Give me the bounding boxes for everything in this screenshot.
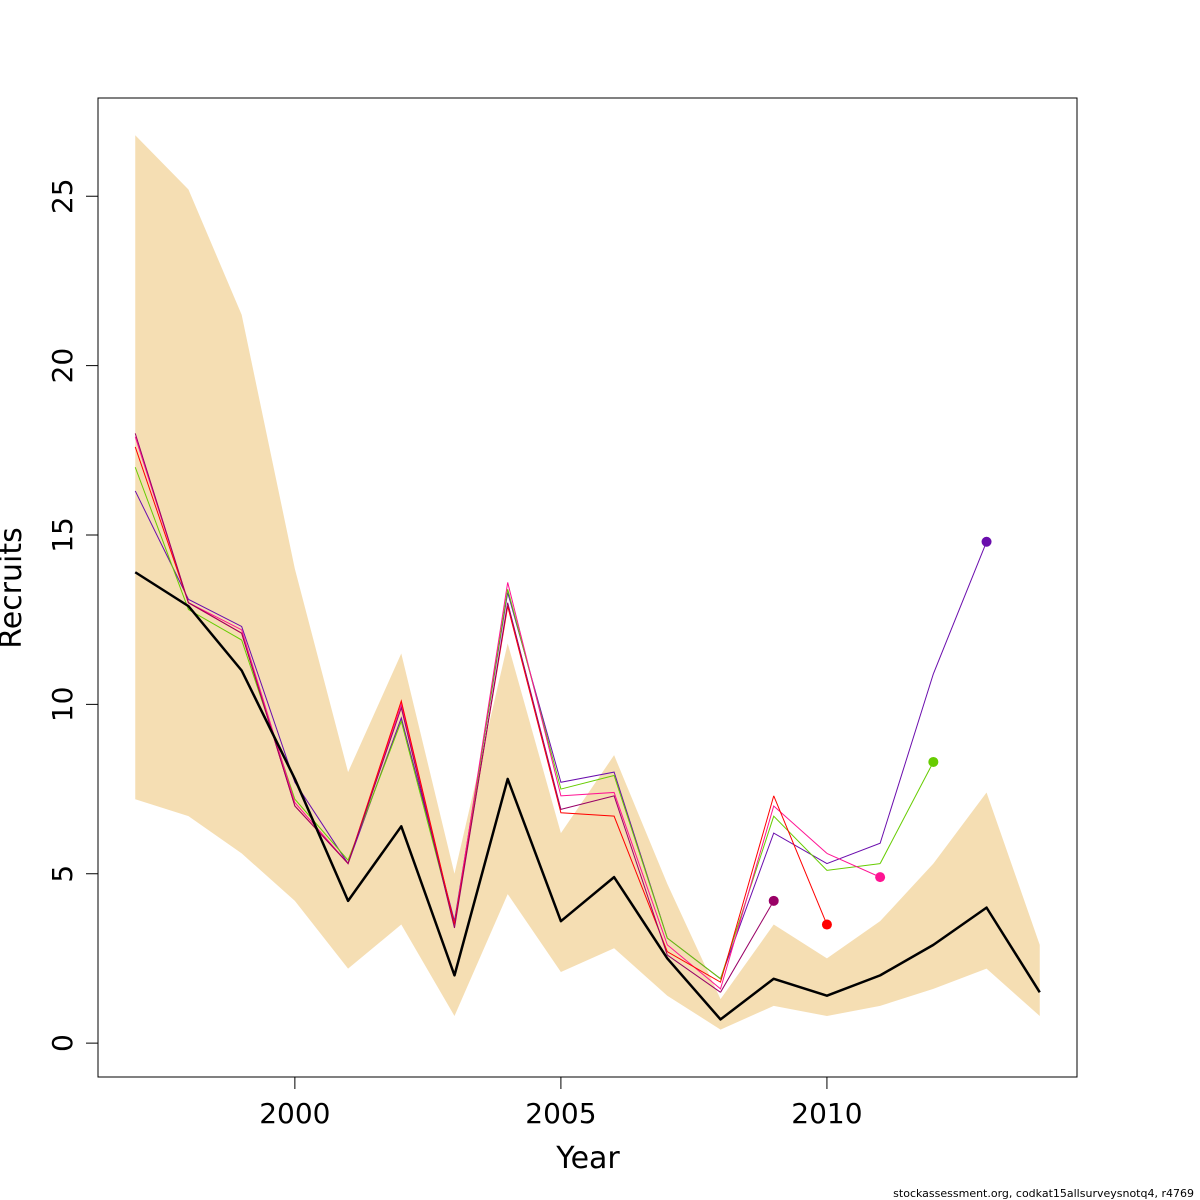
x-tick-label: 2010 bbox=[791, 1097, 862, 1130]
retro-series-layer bbox=[134, 433, 988, 993]
retro-series-endpoint-5 bbox=[768, 895, 779, 906]
y-tick-label: 20 bbox=[46, 348, 79, 384]
retro-series-line-3 bbox=[134, 436, 828, 990]
main-series-layer bbox=[134, 571, 1041, 1021]
confidence-band bbox=[135, 135, 1040, 1030]
x-axis: 2000 2005 2010 bbox=[259, 1076, 863, 1130]
retro-series-endpoint-3 bbox=[875, 872, 886, 883]
x-tick-label: 2005 bbox=[525, 1097, 596, 1130]
y-tick-label: 15 bbox=[46, 517, 79, 553]
main-series-line bbox=[134, 571, 1041, 1021]
retro-series-end-segment-4 bbox=[773, 795, 828, 925]
retro-endpoints-layer bbox=[768, 536, 992, 930]
footer-note: stockassessment.org, codkat15allsurveysn… bbox=[893, 1187, 1194, 1200]
retro-series-endpoint-2 bbox=[928, 756, 939, 767]
y-axis-title: Recruits bbox=[0, 527, 29, 649]
retro-series-line-5 bbox=[134, 433, 721, 993]
retro-series-end-segment-1 bbox=[932, 541, 988, 675]
y-tick-label: 10 bbox=[46, 687, 79, 723]
x-tick-label: 2000 bbox=[259, 1097, 330, 1130]
retro-series-endpoint-4 bbox=[821, 919, 832, 930]
retro-series-end-segment-2 bbox=[879, 761, 934, 864]
confidence-band-layer bbox=[135, 135, 1040, 1030]
retro-series-endpoint-1 bbox=[981, 536, 992, 547]
y-tick-label: 25 bbox=[46, 178, 79, 214]
y-tick-label: 0 bbox=[46, 1034, 79, 1052]
retro-series-end-segment-5 bbox=[720, 900, 775, 993]
y-axis: 0 5 10 15 20 25 bbox=[46, 178, 99, 1052]
retro-series-line-2 bbox=[134, 467, 881, 980]
retro-series-end-segment-3 bbox=[826, 852, 881, 878]
x-axis-title: Year bbox=[555, 1141, 620, 1176]
y-tick-label: 5 bbox=[46, 865, 79, 883]
